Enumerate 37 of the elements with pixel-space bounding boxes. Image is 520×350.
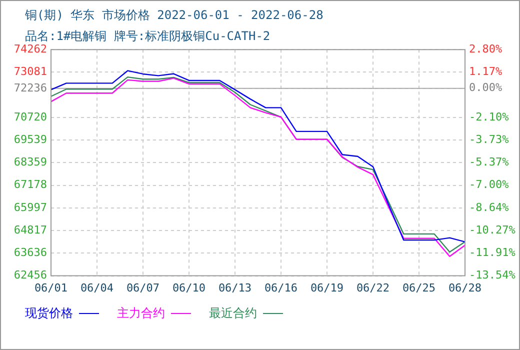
- x-tick-label: 06/10: [172, 281, 206, 294]
- y-tick-label: 64817: [14, 223, 47, 236]
- y-tick-label: 67178: [14, 178, 47, 192]
- y-tick-label: 74262: [14, 42, 47, 56]
- y2-tick-label: -13.54%: [469, 268, 516, 282]
- y2-tick-label: -2.10%: [469, 110, 510, 124]
- y2-tick-label: 1.17%: [469, 65, 502, 78]
- x-tick-label: 06/22: [356, 281, 390, 294]
- y-tick-label: 62456: [14, 268, 47, 282]
- y-tick-label: 72236: [14, 81, 47, 94]
- y2-tick-label: -3.73%: [469, 132, 510, 146]
- y-tick-label: 70720: [14, 110, 47, 124]
- x-tick-label: 06/19: [310, 281, 344, 294]
- x-tick-label: 06/28: [448, 281, 482, 294]
- y2-tick-label: 0.00%: [469, 81, 502, 94]
- x-tick-label: 06/07: [126, 281, 160, 294]
- y-tick-label: 68359: [14, 156, 47, 169]
- x-tick-label: 06/13: [218, 281, 252, 294]
- y2-tick-label: -11.91%: [469, 246, 516, 260]
- x-tick-label: 06/04: [80, 281, 114, 294]
- chart-title: 铜(期) 华东 市场价格 2022-06-01 - 2022-06-28: [25, 7, 324, 24]
- y2-tick-label: -10.27%: [469, 223, 516, 236]
- x-tick-label: 06/01: [34, 281, 68, 294]
- legend-label: 最近合约: [209, 305, 257, 322]
- y2-tick-label: 2.80%: [469, 42, 502, 56]
- y2-tick-label: -5.37%: [469, 156, 510, 169]
- y2-tick-label: -8.64%: [469, 200, 510, 214]
- y-tick-label: 65997: [14, 200, 47, 214]
- chart-subtitle: 品名:1#电解铜 牌号:标准阴极铜Cu-CATH-2: [25, 28, 270, 44]
- x-tick-label: 06/16: [264, 281, 298, 294]
- y-tick-label: 63636: [14, 246, 47, 260]
- x-tick-label: 06/25: [402, 281, 436, 294]
- legend-label: 现货价格: [25, 305, 73, 322]
- y-tick-label: 73081: [14, 65, 47, 78]
- y2-tick-label: -7.00%: [469, 178, 510, 192]
- y-tick-label: 69539: [14, 132, 47, 146]
- legend-label: 主力合约: [117, 305, 165, 322]
